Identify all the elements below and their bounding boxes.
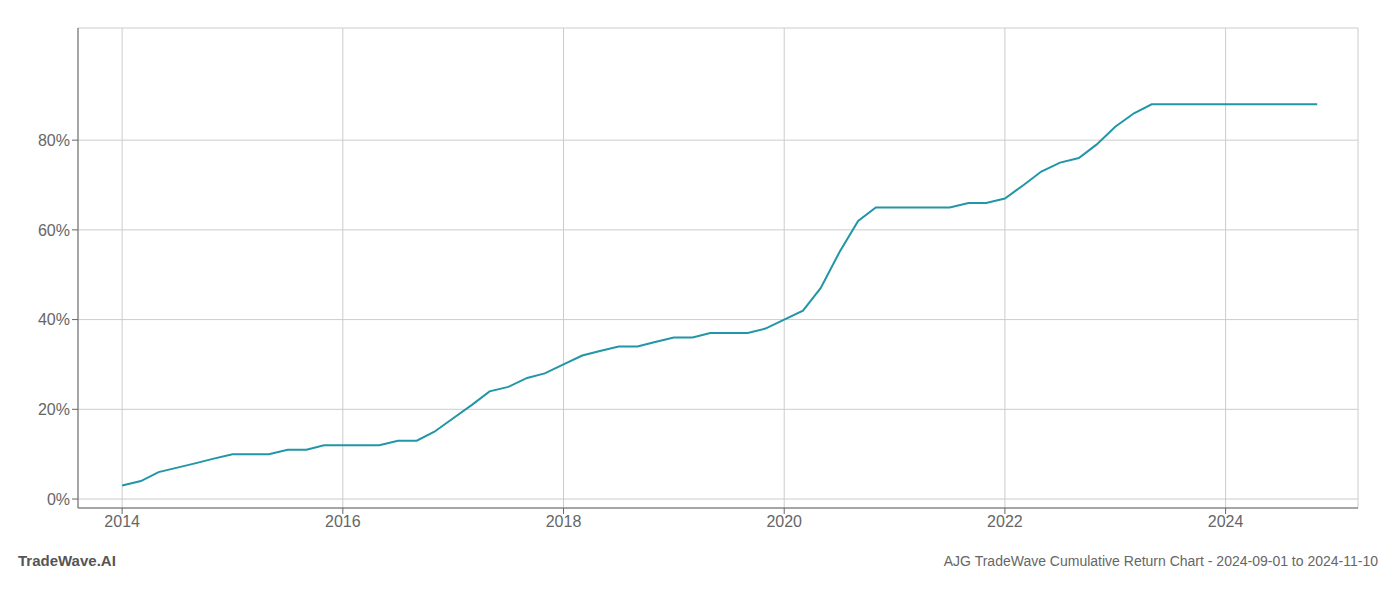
svg-text:2022: 2022 <box>987 513 1023 530</box>
html-text:AJG TradeWave Cumulative Retur: AJG TradeWave Cumulative Return Chart - … <box>943 553 1378 569</box>
svg-text:2018: 2018 <box>546 513 582 530</box>
svg-text:40%: 40% <box>38 311 70 328</box>
svg-text:80%: 80% <box>38 132 70 149</box>
svg-text:20%: 20% <box>38 401 70 418</box>
svg-text:2016: 2016 <box>325 513 361 530</box>
svg-text:2024: 2024 <box>1208 513 1244 530</box>
svg-text:2014: 2014 <box>104 513 140 530</box>
svg-text:60%: 60% <box>38 222 70 239</box>
html-text:TradeWave.AI: TradeWave.AI <box>18 552 116 569</box>
svg-text:0%: 0% <box>47 491 70 508</box>
svg-text:2020: 2020 <box>766 513 802 530</box>
